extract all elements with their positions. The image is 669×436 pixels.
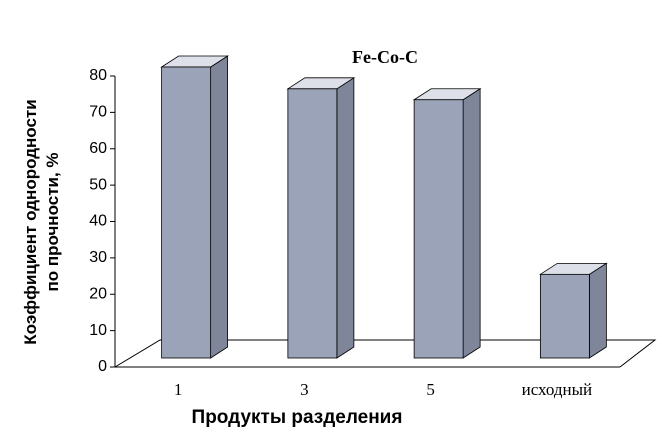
bar xyxy=(413,99,464,359)
bar xyxy=(287,88,338,359)
x-tick-label: 5 xyxy=(426,380,435,399)
floor xyxy=(114,339,657,368)
y-tick-label: 80 xyxy=(89,67,107,84)
y-tick-label: 0 xyxy=(98,358,107,375)
y-tick-label: 40 xyxy=(89,213,107,230)
x-tick-label: исходный xyxy=(522,380,593,399)
bar xyxy=(539,273,590,359)
y-tick-label: 60 xyxy=(89,140,107,157)
y-axis-label-line: Коэффициент однородности xyxy=(21,99,40,344)
x-tick-label: 1 xyxy=(174,380,183,399)
x-axis-label: Продукты разделения xyxy=(192,407,403,428)
y-tick-label: 50 xyxy=(89,176,107,193)
y-tick-label: 70 xyxy=(89,104,107,121)
y-tick-label: 10 xyxy=(89,322,107,339)
bar-side xyxy=(588,262,607,359)
y-axis-label-line: по прочности, % xyxy=(43,152,62,291)
chart-title: Fe-Co-C xyxy=(352,47,418,67)
bar xyxy=(161,66,212,359)
y-axis-label: Коэффициент однородности по прочности, % xyxy=(21,99,62,344)
y-tick-label: 30 xyxy=(89,249,107,266)
bar-side xyxy=(462,88,481,359)
y-tick-label: 20 xyxy=(89,285,107,302)
bar-side xyxy=(336,77,355,359)
x-tick-label: 3 xyxy=(300,380,309,399)
bar-side xyxy=(210,55,229,359)
